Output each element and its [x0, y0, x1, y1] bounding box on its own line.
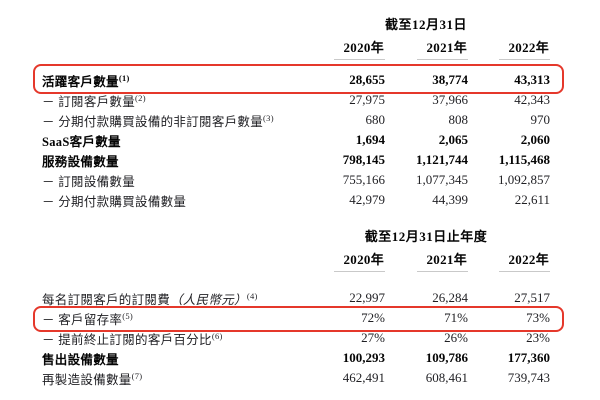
row-value: 177,360	[507, 350, 550, 365]
row-value: 38,774	[432, 72, 468, 87]
row-value: 2,065	[438, 132, 468, 147]
row-value: 22,611	[514, 192, 550, 207]
row-value: 71%	[444, 310, 468, 325]
table-row: 每名訂閱客戶的訂閱費（人民幣元）(4) 22,997 26,284 27,517	[0, 288, 600, 308]
row-value: 28,655	[349, 72, 385, 87]
row-value: 1,694	[355, 132, 385, 147]
table-row: － 分期付款購買設備數量 42,979 44,399 22,611	[0, 190, 600, 210]
row-value: 109,786	[425, 350, 468, 365]
row-label: － 分期付款購買設備數量	[42, 194, 187, 209]
row-value: 26%	[444, 330, 468, 345]
row-value: 1,092,857	[498, 172, 550, 187]
row-value: 27,517	[514, 290, 550, 305]
row-label: 售出設備數量	[42, 352, 119, 367]
table-row: SaaS客戶數量 1,694 2,065 2,060	[0, 130, 600, 150]
row-value: 970	[530, 112, 551, 127]
row-value: 100,293	[342, 350, 385, 365]
row-label: 每名訂閱客戶的訂閱費（人民幣元）(4)	[42, 290, 258, 307]
year-header-2022: 2022年	[468, 37, 550, 60]
row-label: － 提前終止訂閱的客戶百分比(6)	[42, 330, 223, 347]
footnote-marker: (2)	[135, 92, 146, 103]
footnote-marker: (1)	[118, 72, 130, 83]
years-row: 2020年 2021年 2022年	[0, 36, 600, 60]
row-value: 462,491	[342, 370, 385, 385]
row-value: 42,343	[514, 92, 550, 107]
row-label: － 訂閱客戶數量(2)	[42, 92, 146, 109]
row-value: 44,399	[432, 192, 468, 207]
table-row: 售出設備數量 100,293 109,786 177,360	[0, 348, 600, 368]
footnote-marker: (5)	[122, 310, 134, 321]
row-value: 23%	[526, 330, 550, 345]
row-value: 608,461	[425, 370, 468, 385]
table-row: － 訂閱設備數量 755,166 1,077,345 1,092,857	[0, 170, 600, 190]
row-label: 活躍客戶數量(1)	[42, 72, 130, 89]
row-value: 798,145	[342, 152, 385, 167]
table-row: － 分期付款購買設備的非訂閱客戶數量(3) 680 808 970	[0, 110, 600, 130]
period-header-row: 截至12月31日	[0, 14, 600, 32]
table-row: － 提前終止訂閱的客戶百分比(6) 27% 26% 23%	[0, 328, 600, 348]
row-label: 服務設備數量	[42, 154, 119, 169]
row-label: SaaS客戶數量	[42, 134, 121, 149]
rows: 每名訂閱客戶的訂閱費（人民幣元）(4) 22,997 26,284 27,517 － 客…	[0, 288, 600, 388]
table-row: 再製造設備數量(7) 462,491 608,461 739,743	[0, 368, 600, 388]
table-row: 服務設備數量 798,145 1,121,744 1,115,468	[0, 150, 600, 170]
period-header: 截至12月31日	[384, 17, 467, 32]
row-value: 73%	[526, 310, 550, 325]
table-row-highlighted: 活躍客戶數量(1) 28,655 38,774 43,313	[0, 64, 600, 94]
years-row: 2020年 2021年 2022年	[0, 248, 600, 272]
row-value: 755,166	[342, 172, 385, 187]
footnote-marker: (3)	[263, 112, 274, 123]
year-header-2020: 2020年	[300, 249, 385, 272]
row-value: 2,060	[520, 132, 550, 147]
table-row-highlighted: － 客戶留存率(5) 72% 71% 73%	[0, 306, 600, 332]
row-label: 再製造設備數量(7)	[42, 370, 143, 387]
row-value: 808	[448, 112, 469, 127]
row-value: 26,284	[432, 290, 468, 305]
rows: 活躍客戶數量(1) 28,655 38,774 43,313 － 訂閱客戶數量(2) 27…	[0, 64, 600, 210]
row-value: 680	[365, 112, 386, 127]
period-header-row: 截至12月31日止年度	[0, 226, 600, 244]
row-value: 1,121,744	[416, 152, 468, 167]
year-header-2020: 2020年	[300, 37, 385, 60]
row-label: － 分期付款購買設備的非訂閱客戶數量(3)	[42, 112, 274, 129]
row-value: 27%	[361, 330, 385, 345]
table-row: － 訂閱客戶數量(2) 27,975 37,966 42,343	[0, 90, 600, 110]
row-label: － 客戶留存率(5)	[42, 310, 134, 327]
year-header-2021: 2021年	[385, 37, 468, 60]
row-label: － 訂閱設備數量	[42, 174, 136, 189]
metrics-table-as-of-dec31: 截至12月31日 2020年 2021年 2022年 活躍客戶數量(1) 28,6…	[0, 14, 600, 210]
row-value: 42,979	[349, 192, 385, 207]
row-value: 1,077,345	[416, 172, 468, 187]
metrics-table-year-ended-dec31: 截至12月31日止年度 2020年 2021年 2022年 每名訂閱客戶的訂閱費…	[0, 226, 600, 388]
row-label-italic-part: （人民幣元）	[170, 292, 247, 307]
row-value: 43,313	[514, 72, 550, 87]
row-value: 22,997	[349, 290, 385, 305]
row-value: 37,966	[432, 92, 468, 107]
footnote-marker: (6)	[211, 330, 223, 341]
row-value: 739,743	[507, 370, 550, 385]
year-header-2021: 2021年	[385, 249, 468, 272]
footnote-marker: (7)	[131, 370, 143, 381]
year-header-2022: 2022年	[468, 249, 550, 272]
row-value: 1,115,468	[498, 152, 550, 167]
row-value: 27,975	[349, 92, 385, 107]
footnote-marker: (4)	[246, 290, 258, 301]
period-header: 截至12月31日止年度	[364, 229, 488, 244]
row-value: 72%	[361, 310, 385, 325]
